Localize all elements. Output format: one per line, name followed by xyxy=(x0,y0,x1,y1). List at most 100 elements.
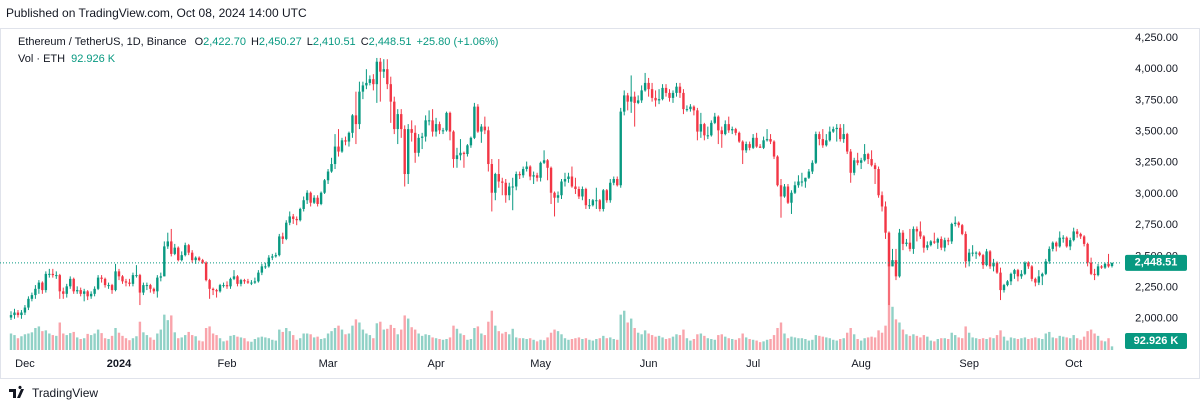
volume-bar xyxy=(919,337,922,350)
candle-body xyxy=(285,222,288,239)
volume-bar xyxy=(462,335,466,350)
volume-bar xyxy=(264,337,267,350)
volume-bar xyxy=(298,338,302,350)
volume-bar xyxy=(152,339,156,350)
volume-bar xyxy=(772,335,776,350)
candle-body xyxy=(960,225,964,234)
change: +25.80 (+1.06%) xyxy=(416,36,498,48)
volume-bar xyxy=(783,333,786,350)
candle-body xyxy=(455,155,459,160)
volume-bar xyxy=(762,341,765,350)
candle-body xyxy=(985,251,988,266)
candle-body xyxy=(1037,276,1041,283)
volume-bar xyxy=(393,328,396,350)
candle-body xyxy=(326,171,330,181)
candle-body xyxy=(58,275,61,292)
candle-body xyxy=(633,96,636,103)
volume-bar xyxy=(420,335,424,350)
candle-body xyxy=(34,288,37,296)
candle-body xyxy=(375,61,379,85)
candle-body xyxy=(382,69,386,72)
volume-bar xyxy=(915,335,919,350)
candle-body xyxy=(605,190,608,201)
candle-body xyxy=(1044,261,1048,274)
volume-bar xyxy=(814,335,818,350)
candle-body xyxy=(379,61,382,72)
volume-bar xyxy=(609,337,612,350)
candle-body xyxy=(643,82,647,91)
volume-bar xyxy=(605,338,608,350)
candle-body xyxy=(786,186,790,203)
volume-bar xyxy=(110,335,114,350)
candle-body xyxy=(431,120,434,132)
candle-body xyxy=(629,96,633,102)
volume-bar xyxy=(1068,338,1072,350)
candle-body xyxy=(685,109,689,111)
candle-body xyxy=(69,278,72,287)
volume-bar xyxy=(229,335,232,350)
candle-body xyxy=(584,188,588,206)
volume-bar xyxy=(271,339,274,350)
volume-bars xyxy=(9,240,1114,350)
candle-body xyxy=(1009,273,1013,282)
volume-bar xyxy=(626,322,629,350)
volume-bar xyxy=(692,339,696,350)
candle-body xyxy=(1055,242,1058,247)
candle-body xyxy=(292,216,295,219)
candle-body xyxy=(971,252,974,254)
volume-bar xyxy=(131,338,135,350)
volume-bar xyxy=(744,337,748,350)
volume-bar xyxy=(1110,346,1114,350)
candle-body xyxy=(992,262,995,267)
volume-bar xyxy=(142,332,145,350)
volume-bar xyxy=(549,332,553,350)
volume-bar xyxy=(567,339,570,350)
candle-body xyxy=(720,130,723,135)
candle-body xyxy=(891,260,894,267)
volume-bar xyxy=(741,333,744,350)
volume-bar xyxy=(55,335,58,350)
candle-body xyxy=(1030,266,1034,279)
volume-bar xyxy=(156,333,159,350)
candle-body xyxy=(919,231,922,237)
candle-body xyxy=(717,116,720,131)
volume-bar xyxy=(501,333,504,350)
volume-bar xyxy=(30,332,34,350)
candle-body xyxy=(197,257,201,261)
candle-body xyxy=(668,92,671,98)
candle-body xyxy=(236,276,239,284)
candle-body xyxy=(501,181,504,183)
volume-bar xyxy=(372,338,375,350)
volume-bar xyxy=(940,338,943,350)
y-tick-label: 3,250.00 xyxy=(1135,157,1178,169)
candle-body xyxy=(769,139,772,142)
candle-body xyxy=(678,86,682,93)
candle-body xyxy=(560,181,563,196)
candle-body xyxy=(1034,278,1037,283)
candle-body xyxy=(699,124,703,132)
candle-body xyxy=(110,285,114,291)
volume-bar xyxy=(535,341,539,350)
candle-body xyxy=(86,291,89,297)
candle-body xyxy=(1013,270,1016,274)
candle-body xyxy=(950,223,953,242)
volume-bar xyxy=(16,338,20,350)
volume-bar xyxy=(149,337,152,350)
candle-body xyxy=(574,186,577,189)
volume-bar xyxy=(852,334,856,350)
candle-body xyxy=(964,233,967,262)
volume-bar xyxy=(1016,339,1020,350)
candle-body xyxy=(859,160,863,163)
volume-bar xyxy=(678,335,682,350)
candle-body xyxy=(978,252,981,256)
volume-bar xyxy=(664,339,668,350)
volume-bar xyxy=(1062,336,1065,350)
volume-bar xyxy=(417,333,420,350)
brand-logo xyxy=(9,385,24,398)
candle-body xyxy=(173,247,176,254)
volume-bar xyxy=(103,338,107,350)
brand-name: TradingView xyxy=(32,386,98,400)
volume-bar xyxy=(51,335,55,350)
volume-bar xyxy=(647,333,650,350)
candle-body xyxy=(476,106,480,132)
